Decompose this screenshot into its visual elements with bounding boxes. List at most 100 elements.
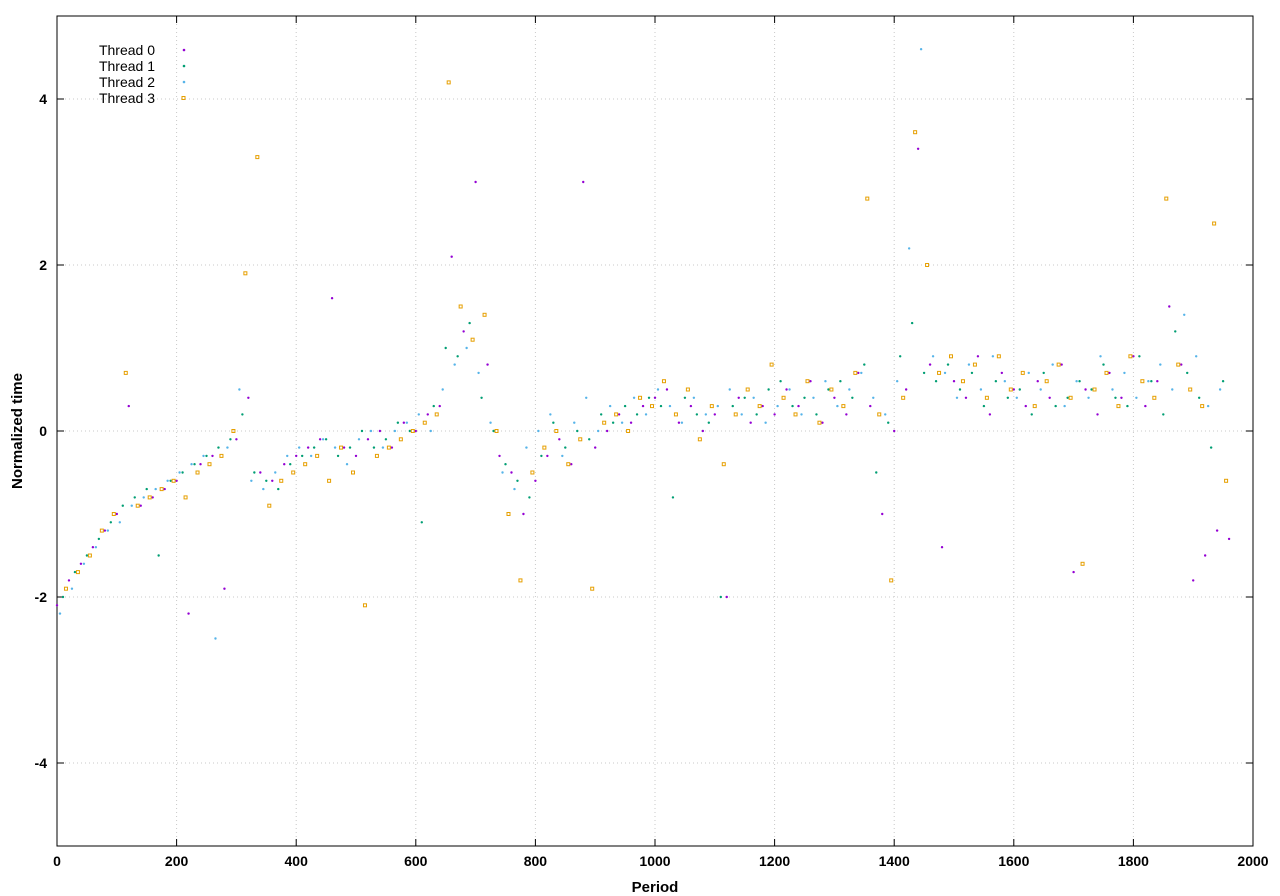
- data-point: [779, 380, 782, 383]
- data-point: [97, 537, 101, 541]
- data-point: [147, 495, 152, 500]
- data-point: [709, 404, 714, 409]
- data-point: [952, 380, 956, 383]
- data-point: [1087, 396, 1090, 399]
- data-point: [1072, 570, 1075, 574]
- data-point: [1135, 396, 1138, 399]
- data-point: [996, 354, 1001, 359]
- data-point: [386, 445, 391, 450]
- data-point: [1015, 396, 1018, 399]
- data-point: [492, 429, 495, 433]
- data-point: [429, 429, 432, 433]
- data-point: [558, 438, 561, 441]
- data-point: [486, 363, 489, 366]
- data-point: [943, 371, 947, 375]
- data-point: [446, 80, 451, 85]
- data-point: [1003, 380, 1007, 383]
- data-point: [63, 586, 68, 591]
- axes: 0 200 400 600 800 1000 1200 1400 1600 1800 2000 -4 -…: [35, 16, 1269, 869]
- data-point: [737, 396, 740, 399]
- data-point: [949, 354, 954, 359]
- data-point: [118, 521, 121, 524]
- data-point: [303, 462, 308, 467]
- data-point: [931, 355, 935, 358]
- y-tick-label: 4: [39, 91, 47, 107]
- data-point: [716, 404, 719, 408]
- data-point: [1068, 395, 1073, 400]
- x-tick-label: 1000: [639, 853, 670, 869]
- data-point: [1042, 371, 1045, 375]
- data-point: [135, 503, 140, 508]
- data-point: [231, 429, 236, 433]
- data-point: [111, 512, 116, 516]
- data-point: [336, 454, 340, 458]
- data-point: [223, 587, 226, 590]
- data-point: [776, 404, 779, 408]
- y-tick-label: -4: [35, 755, 48, 771]
- data-point: [109, 521, 113, 524]
- data-point: [157, 554, 160, 557]
- data-point: [857, 371, 860, 375]
- data-point: [839, 380, 842, 383]
- data-point: [139, 504, 142, 507]
- data-point: [570, 463, 573, 466]
- data-point: [561, 454, 564, 458]
- data-point: [522, 512, 525, 516]
- legend-item: Thread 3: [99, 90, 186, 106]
- data-point: [872, 396, 875, 399]
- data-point: [585, 396, 588, 399]
- data-point: [171, 478, 176, 483]
- data-point: [685, 387, 690, 392]
- data-point: [163, 487, 166, 491]
- data-point: [901, 395, 906, 400]
- data-point: [797, 404, 800, 408]
- data-point: [324, 438, 328, 441]
- legend-marker: [182, 48, 186, 52]
- data-point: [1209, 446, 1213, 449]
- data-point: [1147, 380, 1150, 383]
- data-point: [417, 413, 420, 416]
- data-point: [474, 180, 477, 184]
- data-point: [740, 413, 743, 416]
- data-point: [1056, 362, 1061, 367]
- data-point: [701, 429, 705, 433]
- data-point: [1140, 379, 1145, 384]
- data-point: [130, 504, 133, 507]
- data-point: [614, 412, 619, 417]
- data-point: [853, 370, 858, 375]
- data-point: [480, 396, 483, 399]
- data-point: [369, 429, 373, 433]
- data-point: [175, 479, 178, 482]
- data-point: [602, 420, 607, 425]
- data-point: [1203, 554, 1207, 557]
- data-point: [851, 396, 854, 399]
- data-point: [1221, 380, 1225, 383]
- data-point: [1090, 388, 1093, 391]
- series-1: [61, 321, 1225, 599]
- grid-lines: [57, 16, 1253, 846]
- data-point: [590, 586, 595, 591]
- data-point: [1063, 404, 1066, 408]
- data-point: [884, 413, 887, 416]
- data-point: [115, 512, 119, 516]
- data-point: [647, 396, 651, 399]
- data-point: [1012, 388, 1015, 391]
- data-point: [991, 355, 995, 358]
- data-point: [836, 404, 839, 408]
- data-point: [803, 396, 806, 399]
- data-point: [1096, 413, 1099, 416]
- data-point: [1218, 388, 1222, 391]
- data-point: [1027, 371, 1030, 375]
- data-point: [1024, 404, 1027, 408]
- data-point: [274, 471, 277, 474]
- data-point: [907, 247, 911, 250]
- data-point: [689, 404, 693, 408]
- data-point: [540, 454, 543, 458]
- data-point: [75, 570, 80, 575]
- data-point: [833, 396, 836, 399]
- data-point: [1227, 537, 1231, 541]
- data-point: [187, 612, 190, 615]
- data-point: [940, 546, 944, 549]
- data-point: [265, 479, 268, 482]
- data-point: [103, 529, 107, 532]
